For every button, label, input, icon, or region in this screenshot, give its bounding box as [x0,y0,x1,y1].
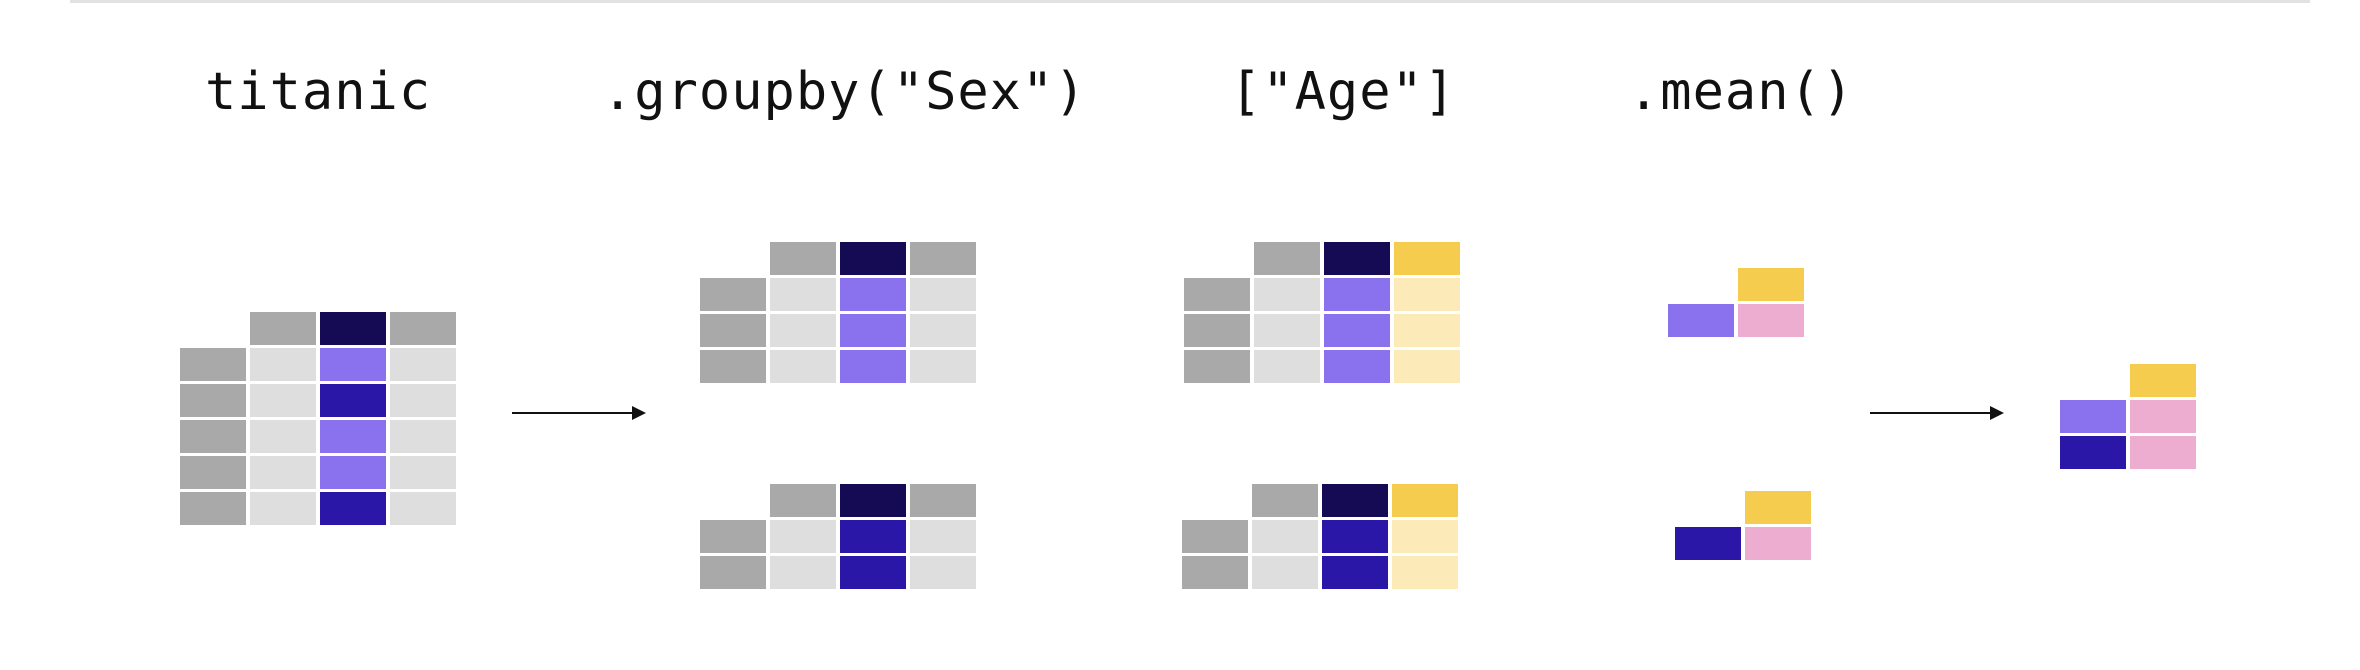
header-cell [1324,242,1390,275]
header-cell [1254,242,1320,275]
table-cell [320,348,386,381]
table-cell [770,520,836,553]
table-cell [1322,520,1388,553]
table-cell [1182,556,1248,589]
table-cell [320,492,386,525]
table-cell [770,278,836,311]
table-cell [2060,400,2126,433]
table-cell [910,278,976,311]
table-cell [770,314,836,347]
table-cell [1182,520,1248,553]
table-cell [700,556,766,589]
header-cell [1394,242,1460,275]
table-cell [840,278,906,311]
label-mean: .mean() [1628,62,1855,122]
top-rule [70,0,2310,3]
header-cell [1745,491,1811,524]
table-cell [180,384,246,417]
table-cell [1745,527,1811,560]
table-cell [390,384,456,417]
table-cell [840,556,906,589]
label-age: ["Age"] [1230,62,1457,122]
table-cell [320,456,386,489]
header-cell [1252,484,1318,517]
table-cell [2060,436,2126,469]
table-cell [1184,350,1250,383]
table-cell [2130,436,2196,469]
table-cell [1322,556,1388,589]
header-cell [1738,268,1804,301]
table-cell [910,556,976,589]
header-cell [770,242,836,275]
table-cell [700,314,766,347]
table-cell [1252,520,1318,553]
table-cell [250,420,316,453]
table-cell [1392,520,1458,553]
table-cell [1184,278,1250,311]
table-cell [250,492,316,525]
table-cell [770,350,836,383]
table-cell [1254,278,1320,311]
table-cell [770,556,836,589]
table-cell [1675,527,1741,560]
table-cell [390,492,456,525]
table-cell [1252,556,1318,589]
table-cell [840,314,906,347]
table-cell [910,350,976,383]
header-cell [910,242,976,275]
table-cell [1668,304,1734,337]
header-cell [1392,484,1458,517]
label-groupby: .groupby("Sex") [602,62,1087,122]
table-cell [180,420,246,453]
table-cell [1254,314,1320,347]
table-cell [250,348,316,381]
table-cell [1324,314,1390,347]
header-cell [840,242,906,275]
table-cell [390,348,456,381]
table-cell [1394,278,1460,311]
table-cell [1392,556,1458,589]
table-cell [180,456,246,489]
table-cell [840,520,906,553]
table-cell [250,384,316,417]
table-cell [910,314,976,347]
table-cell [390,420,456,453]
arrow-right-icon [1870,406,2004,420]
table-cell [180,492,246,525]
table-cell [1184,314,1250,347]
table-cell [910,520,976,553]
table-cell [180,348,246,381]
table-cell [390,456,456,489]
header-cell [770,484,836,517]
header-cell [840,484,906,517]
table-cell [700,278,766,311]
table-cell [840,350,906,383]
table-cell [320,384,386,417]
table-cell [1394,314,1460,347]
header-cell [910,484,976,517]
table-cell [1324,278,1390,311]
label-titanic: titanic [205,62,432,122]
table-cell [320,420,386,453]
header-cell [250,312,316,345]
table-cell [1324,350,1390,383]
table-cell [1738,304,1804,337]
table-cell [2130,400,2196,433]
arrow-right-icon [512,406,646,420]
header-cell [390,312,456,345]
table-cell [250,456,316,489]
header-cell [320,312,386,345]
header-cell [1322,484,1388,517]
table-cell [1394,350,1460,383]
table-cell [1254,350,1320,383]
table-cell [700,350,766,383]
header-cell [2130,364,2196,397]
table-cell [700,520,766,553]
